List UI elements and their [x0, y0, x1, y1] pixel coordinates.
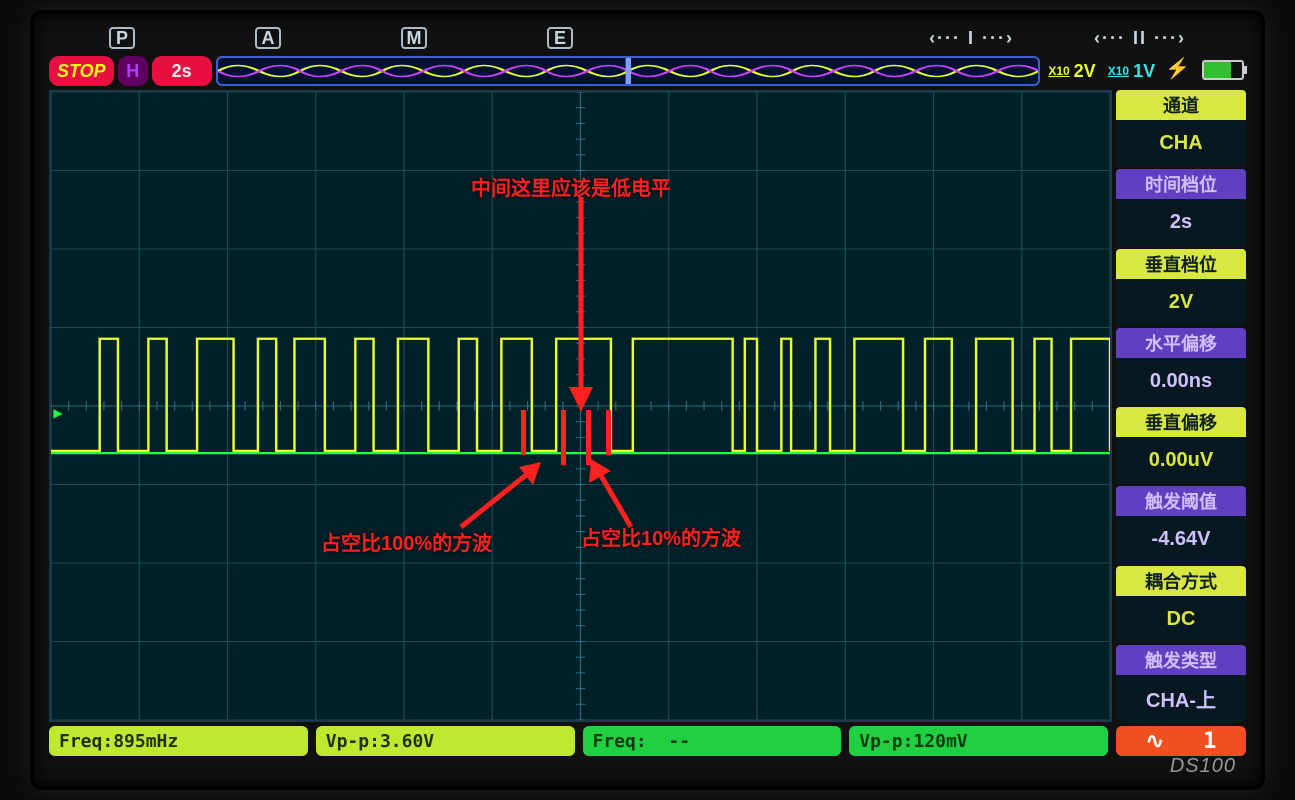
annotation-tick — [521, 410, 526, 455]
menu-label: 垂直偏移 — [1116, 407, 1246, 437]
menu-label: 耦合方式 — [1116, 566, 1246, 596]
hw-button-e[interactable]: E — [547, 27, 573, 49]
menu-value: CHA — [1116, 120, 1246, 167]
menu-value: 0.00uV — [1116, 437, 1246, 484]
measurement-bar: Freq:895mHz Vp-p:3.60V Freq: -- Vp-p:120… — [49, 726, 1246, 756]
menu-label: 通道 — [1116, 90, 1246, 120]
menu-item-6[interactable]: 耦合方式DC — [1116, 566, 1246, 643]
battery-fill — [1204, 62, 1231, 78]
horizontal-indicator: H — [118, 56, 148, 86]
menu-item-4[interactable]: 垂直偏移0.00uV — [1116, 407, 1246, 484]
top-button-row: P A M E ‹··· I ···› ‹··· II ···› — [49, 24, 1246, 52]
probe-icon: X10 — [1048, 66, 1069, 76]
ch2-vpp: Vp-p:120mV — [849, 726, 1108, 756]
menu-item-3[interactable]: 水平偏移0.00ns — [1116, 328, 1246, 405]
menu-item-0[interactable]: 通道CHA — [1116, 90, 1246, 167]
annotation-tick — [606, 410, 611, 455]
ch1-scale: X10 2V — [1044, 56, 1099, 86]
nav-control-2[interactable]: ‹··· II ···› — [1094, 28, 1186, 49]
mode-indicator[interactable]: ∿ 1 — [1116, 726, 1246, 756]
overview-waveform — [216, 56, 1041, 86]
model-label: DS100 — [1170, 755, 1236, 778]
menu-item-5[interactable]: 触发阈值-4.64V — [1116, 486, 1246, 563]
ch1-scale-value: 2V — [1074, 61, 1096, 82]
ch2-scale: X10 1V — [1104, 56, 1159, 86]
device-frame: P A M E ‹··· I ···› ‹··· II ···› STOP H … — [30, 10, 1265, 790]
menu-item-7[interactable]: 触发类型CHA-上 — [1116, 645, 1246, 722]
hw-button-a[interactable]: A — [255, 27, 281, 49]
menu-item-2[interactable]: 垂直档位2V — [1116, 249, 1246, 326]
ch1-ground-marker: ▶ — [49, 404, 67, 422]
menu-value: DC — [1116, 596, 1246, 643]
menu-label: 垂直档位 — [1116, 249, 1246, 279]
nav-control-1[interactable]: ‹··· I ···› — [929, 28, 1014, 49]
run-state-indicator[interactable]: STOP — [49, 56, 114, 86]
probe-icon: X10 — [1108, 66, 1129, 76]
status-bar: STOP H 2s X10 2V X10 1V ⚡ — [49, 56, 1246, 86]
menu-item-1[interactable]: 时间档位2s — [1116, 169, 1246, 246]
ch1-freq: Freq:895mHz — [49, 726, 308, 756]
menu-value: 2s — [1116, 199, 1246, 246]
annotation-tick — [586, 410, 591, 465]
hw-button-m[interactable]: M — [401, 27, 427, 49]
ch2-scale-value: 1V — [1133, 61, 1155, 82]
scope-display: ▶ 中间这里应该是低电平 占空比100%的方波 占空比10%的方波 — [49, 90, 1112, 722]
menu-label: 水平偏移 — [1116, 328, 1246, 358]
mode-number: 1 — [1203, 729, 1216, 754]
trigger-icon: ⚡ — [1163, 56, 1192, 86]
battery-indicator — [1202, 60, 1244, 80]
hw-button-p[interactable]: P — [109, 27, 135, 49]
menu-label: 触发类型 — [1116, 645, 1246, 675]
menu-value: CHA-上 — [1116, 675, 1246, 722]
side-menu: 通道CHA时间档位2s垂直档位2V水平偏移0.00ns垂直偏移0.00uV触发阈… — [1116, 90, 1246, 722]
menu-label: 时间档位 — [1116, 169, 1246, 199]
ch1-vpp: Vp-p:3.60V — [316, 726, 575, 756]
annotation-tick — [561, 410, 566, 465]
wave-icon: ∿ — [1146, 729, 1164, 754]
timebase-indicator: 2s — [152, 56, 212, 86]
menu-label: 触发阈值 — [1116, 486, 1246, 516]
menu-value: -4.64V — [1116, 516, 1246, 563]
menu-value: 2V — [1116, 279, 1246, 326]
menu-value: 0.00ns — [1116, 358, 1246, 405]
ch2-freq: Freq: -- — [583, 726, 842, 756]
